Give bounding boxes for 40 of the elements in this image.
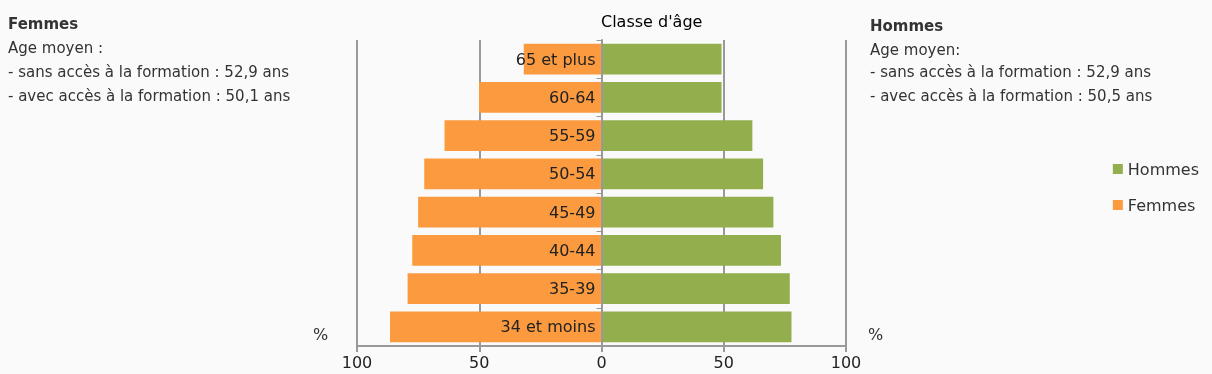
bar xyxy=(601,311,792,343)
bar xyxy=(424,158,602,190)
bar xyxy=(601,196,774,228)
bar xyxy=(418,196,602,228)
legend-label: Hommes xyxy=(1127,159,1199,179)
y-tick-label: 50-54 xyxy=(549,164,596,184)
text: Hommes xyxy=(870,16,944,35)
y-tick-label: 55-59 xyxy=(549,126,596,146)
y-tick-label: 40-44 xyxy=(549,240,596,260)
bar xyxy=(412,235,602,266)
bar xyxy=(601,43,722,75)
text: - sans accès à la formation : 52,9 ans xyxy=(870,62,1152,81)
text: - avec accès à la formation : 50,5 ans xyxy=(870,86,1153,105)
y-tick-label: 45-49 xyxy=(549,202,596,222)
y-tick-label: 60-64 xyxy=(549,87,596,107)
text: Age moyen: xyxy=(870,40,961,59)
y-tick-label: 34 et moins xyxy=(500,317,596,337)
text: - sans accès à la formation : 52,9 ans xyxy=(8,62,290,81)
bar xyxy=(601,82,722,113)
x-tick-label: 100 xyxy=(830,352,862,372)
x-tick-label: 50 xyxy=(713,352,734,372)
text: Age moyen : xyxy=(8,38,104,57)
x-tick-label: 100 xyxy=(341,352,373,372)
bar xyxy=(479,82,602,113)
bar xyxy=(601,120,753,151)
y-axis-title: Classe d'âge xyxy=(601,11,703,31)
text: % xyxy=(313,324,329,344)
bar xyxy=(601,235,781,266)
bar xyxy=(601,158,764,190)
legend-label: Femmes xyxy=(1127,195,1196,215)
bar xyxy=(407,273,602,304)
text: - avec accès à la formation : 50,1 ans xyxy=(8,86,291,105)
x-axis-title: % xyxy=(868,324,884,344)
x-tick-label: 50 xyxy=(469,352,490,372)
bar xyxy=(601,273,790,304)
y-tick-label: 35-39 xyxy=(549,279,596,299)
text: Femmes xyxy=(8,14,79,33)
bar xyxy=(444,120,602,151)
bar xyxy=(390,311,602,343)
x-tick-label: 0 xyxy=(596,352,607,372)
